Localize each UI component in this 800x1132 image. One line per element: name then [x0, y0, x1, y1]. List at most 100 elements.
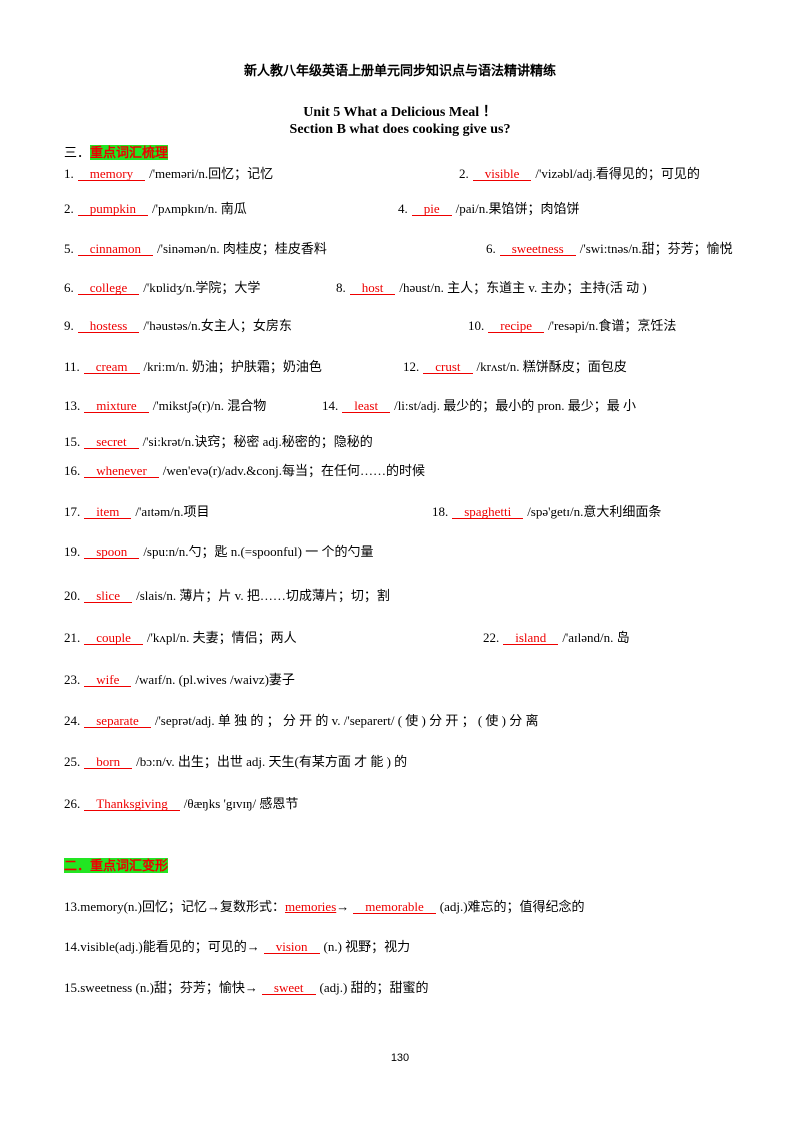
- vocab-item: 23. wife/waɪf/n. (pl.wives /waivz)妻子: [64, 669, 295, 688]
- vocab-item: 15. secret/'si:krət/n.诀窍；秘密 adj.秘密的；隐秘的: [64, 431, 373, 450]
- answer: visible: [472, 167, 532, 181]
- item-number: 13.: [64, 398, 81, 413]
- vocab-item: 25. born/bɔ:n/v. 出生；出世 adj. 天生(有某方面 才 能 )…: [64, 751, 407, 770]
- answer: sweetness: [499, 242, 576, 256]
- answer: spoon: [84, 545, 140, 559]
- vocab-item: 2. pumpkin/'pʌmpkɪn/n. 南瓜: [64, 198, 247, 217]
- definition: /'mikstʃə(r)/n. 混合物: [152, 398, 267, 413]
- answer: item: [84, 505, 132, 519]
- item-number: 2.: [459, 166, 469, 181]
- item-number: 22.: [483, 630, 500, 645]
- answer: hostess: [77, 319, 140, 333]
- part-number: 三．: [64, 145, 91, 160]
- definition: /'həustəs/n.女主人；女房东: [143, 318, 292, 333]
- answer: college: [77, 281, 140, 295]
- answer: couple: [84, 631, 143, 645]
- definition: /li:st/adj. 最少的；最小的 pron. 最少；最 小: [394, 398, 637, 413]
- vocab-item: 8. host/həust/n. 主人；东道主 v. 主办；主持(活 动 ): [336, 277, 647, 296]
- vocab-item: 9. hostess/'həustəs/n.女主人；女房东: [64, 315, 292, 334]
- item-number: 17.: [64, 504, 81, 519]
- item-number: 18.: [432, 504, 449, 519]
- answer: recipe: [488, 319, 545, 333]
- definition: /wen'evə(r)/adv.&conj.每当；在任何……的时候: [162, 463, 425, 478]
- item-number: 23.: [64, 672, 81, 687]
- definition: /'aɪlənd/n. 岛: [562, 630, 630, 645]
- item-number: 6.: [486, 241, 496, 256]
- answer: born: [84, 755, 133, 769]
- answer: vision: [263, 940, 320, 954]
- item-number: 2.: [64, 201, 74, 216]
- vocab-item: 16. whenever/wen'evə(r)/adv.&conj.每当；在任何……: [64, 460, 425, 479]
- definition: /həust/n. 主人；东道主 v. 主办；主持(活 动 ): [399, 280, 647, 295]
- item-number: 5.: [64, 241, 74, 256]
- vocab-item: 24. separate/'seprət/adj. 单 独 的 ； 分 开 的 v…: [64, 710, 539, 729]
- definition: /'vizəbl/adj.看得见的；可见的: [535, 166, 700, 181]
- joiner: →: [336, 899, 350, 914]
- definition: /spə'getɪ/n.意大利细面条: [527, 504, 662, 519]
- vocab-item: 26. Thanksgiving/θæŋks 'gɪvɪŋ/ 感恩节: [64, 793, 298, 812]
- definition: /'si:krət/n.诀窍；秘密 adj.秘密的；隐秘的: [142, 434, 373, 449]
- definition: /bɔ:n/v. 出生；出世 adj. 天生(有某方面 才 能 ) 的: [136, 754, 408, 769]
- definition: /'meməri/n.回忆；记忆: [149, 166, 274, 181]
- vocab-item: 11. cream/kri:m/n. 奶油；护肤霜；奶油色: [64, 356, 322, 375]
- definition: /'seprət/adj. 单 独 的 ； 分 开 的 v. /'separer…: [154, 713, 539, 728]
- item-number: 11.: [64, 359, 80, 374]
- definition: /'aɪtəm/n.项目: [135, 504, 210, 519]
- answer: pumpkin: [77, 202, 148, 216]
- lead: 15.sweetness (n.)甜；芬芳；愉快→: [64, 980, 258, 995]
- derivation: 15.sweetness (n.)甜；芬芳；愉快→ sweet (adj.) 甜的；…: [64, 977, 429, 996]
- item-number: 26.: [64, 796, 81, 811]
- item-number: 20.: [64, 588, 81, 603]
- item-number: 15.: [64, 434, 81, 449]
- item-number: 21.: [64, 630, 81, 645]
- answer: mixture: [84, 399, 149, 413]
- unit-title: Unit 5 What a Delicious Meal ！: [303, 105, 497, 120]
- answer: cinnamon: [77, 242, 154, 256]
- part-heading: 二．重点词汇变形: [64, 858, 169, 873]
- item-number: 16.: [64, 463, 81, 478]
- answer: sweet: [261, 981, 316, 995]
- tail: (adj.) 甜的；甜蜜的: [319, 980, 429, 995]
- item-number: 1.: [64, 166, 74, 181]
- part1-header: 三．重点词汇梳理: [64, 142, 169, 161]
- vocab-item: 13. mixture/'mikstʃə(r)/n. 混合物: [64, 395, 266, 414]
- answer: crust: [423, 360, 473, 374]
- definition: /slais/n. 薄片；片 v. 把……切成薄片；切；割: [136, 588, 390, 603]
- answer: island: [503, 631, 559, 645]
- doc-title: 新人教八年级英语上册单元同步知识点与语法精讲精练: [243, 63, 556, 78]
- part2-header: 二．重点词汇变形: [64, 855, 169, 874]
- item-number: 12.: [403, 359, 420, 374]
- definition: /waɪf/n. (pl.wives /waivz)妻子: [135, 672, 295, 687]
- vocab-item: 19. spoon/spu:n/n.勺；匙 n.(=spoonful) 一 个的勺…: [64, 541, 373, 560]
- tail: (adj.)难忘的；值得纪念的: [439, 899, 585, 914]
- item-number: 14.: [322, 398, 339, 413]
- vocab-item: 14. least/li:st/adj. 最少的；最小的 pron. 最少；最 小: [322, 395, 636, 414]
- derivation: 13.memory(n.)回忆；记忆→复数形式：memories→ memorab…: [64, 896, 585, 915]
- item-number: 25.: [64, 754, 81, 769]
- definition: /pai/n.果馅饼；肉馅饼: [455, 201, 580, 216]
- vocab-item: 22. island/'aɪlənd/n. 岛: [483, 627, 630, 646]
- answer: separate: [84, 714, 151, 728]
- definition: /'resəpi/n.食谱；烹饪法: [548, 318, 677, 333]
- answer: least: [342, 399, 391, 413]
- answer: spaghetti: [452, 505, 524, 519]
- vocab-item: 20. slice/slais/n. 薄片；片 v. 把……切成薄片；切；割: [64, 585, 390, 604]
- vocab-item: 21. couple/'kʌpl/n. 夫妻；情侣；两人: [64, 627, 297, 646]
- item-number: 24.: [64, 713, 81, 728]
- answer: slice: [84, 589, 133, 603]
- definition: /krʌst/n. 糕饼酥皮；面包皮: [476, 359, 627, 374]
- vocab-item: 10. recipe/'resəpi/n.食谱；烹饪法: [468, 315, 676, 334]
- definition: /kri:m/n. 奶油；护肤霜；奶油色: [143, 359, 322, 374]
- part-heading: 重点词汇梳理: [90, 145, 169, 160]
- definition: /θæŋks 'gɪvɪŋ/ 感恩节: [183, 796, 299, 811]
- answer: wife: [84, 673, 132, 687]
- vocab-item: 1. memory/'meməri/n.回忆；记忆: [64, 163, 273, 182]
- answer: memory: [77, 167, 146, 181]
- answer: whenever: [84, 464, 159, 478]
- definition: /'sinəmən/n. 肉桂皮；桂皮香料: [157, 241, 327, 256]
- vocab-item: 12. crust/krʌst/n. 糕饼酥皮；面包皮: [403, 356, 627, 375]
- derivation: 14.visible(adj.)能看见的；可见的→ vision (n.) 视野；视…: [64, 936, 410, 955]
- vocab-item: 6. college/'kɒlidʒ/n.学院；大学: [64, 277, 260, 296]
- item-number: 6.: [64, 280, 74, 295]
